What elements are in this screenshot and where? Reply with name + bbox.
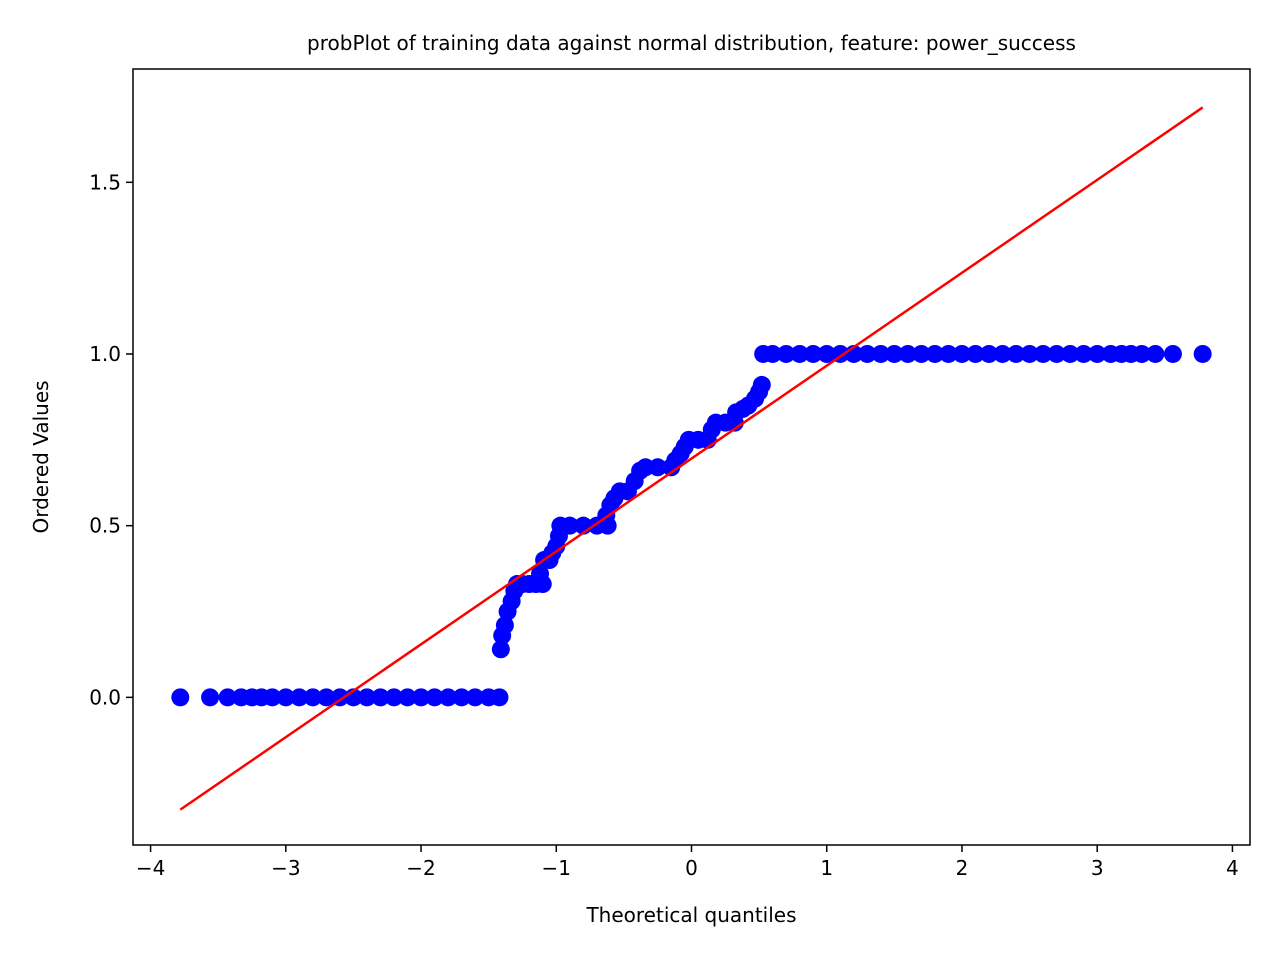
- x-tick-label: 0: [685, 856, 698, 880]
- data-point: [357, 688, 376, 707]
- data-point: [495, 616, 514, 635]
- data-point: [425, 688, 444, 707]
- data-point: [1163, 344, 1182, 363]
- x-tick-label: −4: [136, 856, 165, 880]
- data-point: [1034, 344, 1053, 363]
- data-point: [858, 344, 877, 363]
- y-tick-label: 0.5: [89, 514, 121, 538]
- data-point: [966, 344, 985, 363]
- y-tick-label: 1.0: [89, 342, 121, 366]
- x-axis-label: Theoretical quantiles: [585, 903, 796, 927]
- data-point: [885, 344, 904, 363]
- data-point: [412, 688, 431, 707]
- fit-line: [179, 106, 1204, 811]
- chart-title: probPlot of training data against normal…: [307, 31, 1076, 55]
- data-point: [925, 344, 944, 363]
- data-point: [777, 344, 796, 363]
- data-point: [218, 688, 237, 707]
- data-point: [1047, 344, 1066, 363]
- x-tick-label: −2: [406, 856, 435, 880]
- data-point: [871, 344, 890, 363]
- data-point: [980, 344, 999, 363]
- data-point: [1007, 344, 1026, 363]
- data-point: [201, 688, 220, 707]
- data-point: [303, 688, 322, 707]
- data-point: [466, 688, 485, 707]
- plot-area: [171, 106, 1212, 811]
- data-point: [371, 688, 390, 707]
- data-point: [790, 344, 809, 363]
- x-tick-label: −3: [271, 856, 300, 880]
- x-tick-label: 2: [956, 856, 969, 880]
- data-point: [384, 688, 403, 707]
- y-axis-label: Ordered Values: [29, 380, 53, 533]
- data-point: [276, 688, 295, 707]
- data-point: [1074, 344, 1093, 363]
- data-point: [490, 688, 509, 707]
- x-tick-label: 3: [1091, 856, 1104, 880]
- data-point: [290, 688, 309, 707]
- data-point: [952, 344, 971, 363]
- data-point: [1088, 344, 1107, 363]
- data-point: [817, 344, 836, 363]
- y-tick-label: 1.5: [89, 170, 121, 194]
- data-point: [939, 344, 958, 363]
- x-tick-label: −1: [542, 856, 571, 880]
- data-point: [1146, 344, 1165, 363]
- data-point: [560, 516, 579, 535]
- data-point: [993, 344, 1012, 363]
- data-point: [1061, 344, 1080, 363]
- data-point: [752, 375, 771, 394]
- data-point: [1020, 344, 1039, 363]
- data-point: [1132, 344, 1151, 363]
- data-point: [648, 458, 667, 477]
- data-point: [491, 640, 510, 659]
- data-point: [763, 344, 782, 363]
- data-point: [898, 344, 917, 363]
- data-point: [171, 688, 190, 707]
- x-axis: −4 −3 −2 −1 0 1 2 3 4: [136, 845, 1239, 880]
- y-axis: 0.0 0.5 1.0 1.5: [89, 170, 133, 709]
- data-point: [1193, 344, 1212, 363]
- x-tick-label: 1: [820, 856, 833, 880]
- data-point: [439, 688, 458, 707]
- y-tick-label: 0.0: [89, 685, 121, 709]
- data-point: [531, 564, 550, 583]
- data-point: [452, 688, 471, 707]
- data-point: [263, 688, 282, 707]
- data-point: [317, 688, 336, 707]
- data-point: [398, 688, 417, 707]
- x-tick-label: 4: [1226, 856, 1239, 880]
- data-point: [912, 344, 931, 363]
- data-point: [804, 344, 823, 363]
